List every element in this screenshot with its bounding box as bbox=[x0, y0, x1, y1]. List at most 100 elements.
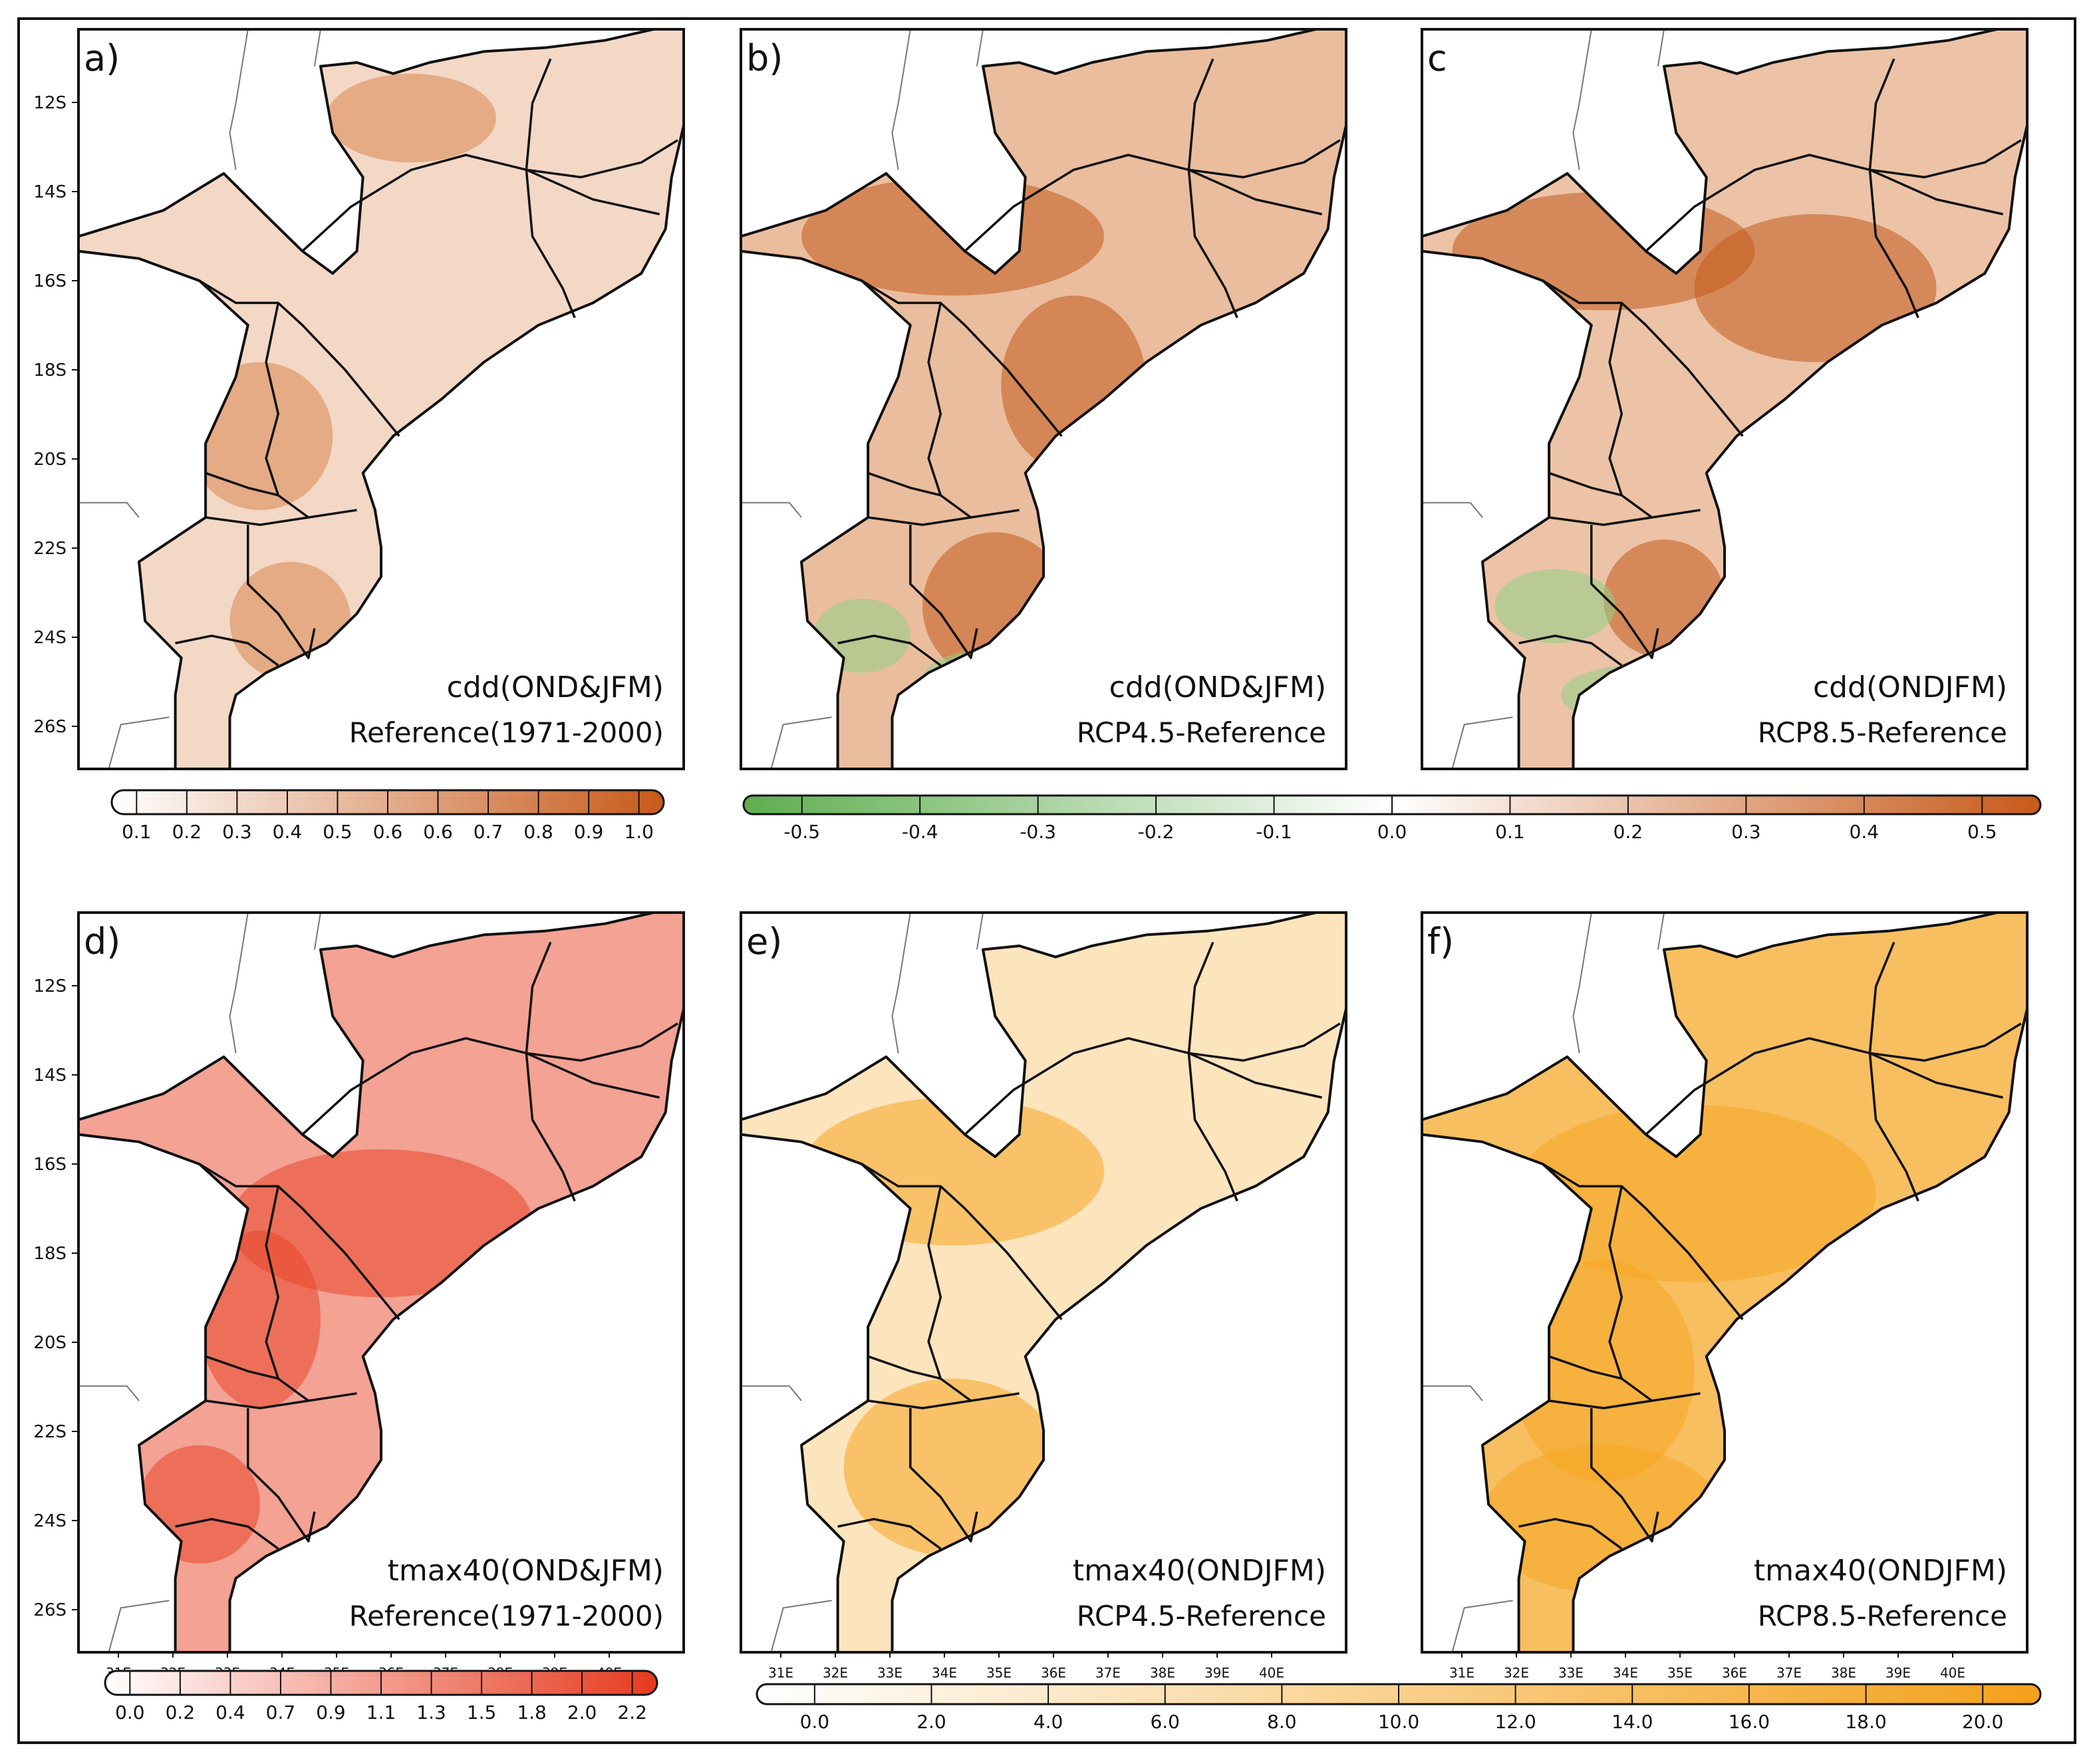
colorbar-tick-label: 0.7 bbox=[266, 1701, 296, 1723]
colorbar-tick-label: 1.8 bbox=[517, 1701, 547, 1723]
colorbar-tick-label: 0.1 bbox=[1495, 821, 1525, 843]
province-border bbox=[1869, 1052, 2003, 1099]
lat-label: 18S bbox=[33, 1244, 67, 1264]
field-blob bbox=[1512, 1260, 1695, 1483]
colorbar-tick-label: 8.0 bbox=[1267, 1711, 1297, 1733]
field-blob bbox=[1512, 1105, 1876, 1283]
colorbar-cb1: 0.1 0.2 0.3 0.4 0.5 0.6 0.6 0.7 0.8 0.9 1.0 bbox=[110, 789, 665, 843]
panel-border bbox=[1421, 28, 2029, 770]
panel-title: cdd(OND&JFM) bbox=[1109, 670, 1326, 704]
panel-border bbox=[1421, 911, 2029, 1654]
neighbor-border bbox=[1422, 1385, 1483, 1401]
province-border bbox=[867, 1399, 972, 1409]
lon-label: 35E bbox=[986, 1665, 1012, 1681]
country-border bbox=[741, 913, 1346, 1652]
panel-letter: d) bbox=[84, 921, 120, 962]
panel-border bbox=[740, 28, 1347, 770]
panel-content bbox=[1422, 29, 2027, 769]
field-blob bbox=[229, 1149, 533, 1298]
neighbor-border bbox=[1657, 913, 1665, 950]
colorbar-tick-label: 2.2 bbox=[617, 1701, 647, 1723]
province-border bbox=[1518, 635, 1623, 666]
colorbar-tick-label: 2.0 bbox=[916, 1711, 946, 1733]
province-border bbox=[1548, 516, 1653, 526]
province-border bbox=[1548, 472, 1622, 497]
colorbar-tick-label: 0.2 bbox=[166, 1701, 196, 1723]
colorbar-tick-label: 16.0 bbox=[1729, 1711, 1770, 1733]
panel-background bbox=[741, 913, 1346, 1652]
neighbor-border bbox=[1572, 29, 1592, 170]
country-border bbox=[1422, 29, 2027, 769]
province-border bbox=[175, 635, 279, 666]
panel-border bbox=[77, 28, 685, 770]
field-blob bbox=[327, 73, 496, 163]
province-border bbox=[1187, 170, 1238, 319]
lon-label: 33E bbox=[877, 1665, 903, 1681]
lon-label: 37E bbox=[1776, 1665, 1802, 1681]
lon-label: 34E bbox=[932, 1665, 957, 1681]
province-border bbox=[1590, 525, 1659, 659]
lon-label: 39E bbox=[1886, 1665, 1911, 1681]
colorbar-tick-label: 0.0 bbox=[800, 1711, 830, 1733]
lon-label: 36E bbox=[1722, 1665, 1747, 1681]
neighbor-border bbox=[741, 1385, 802, 1401]
neighbor-border bbox=[741, 502, 802, 518]
panel-subtitle: RCP4.5-Reference bbox=[1077, 716, 1326, 749]
province-border bbox=[1548, 1355, 1622, 1380]
lon-label: 32E bbox=[1504, 1665, 1529, 1681]
province-border bbox=[1548, 1399, 1653, 1409]
colorbar-tick-label: 4.0 bbox=[1034, 1711, 1063, 1733]
panel-title: cdd(OND&JFM) bbox=[447, 670, 664, 704]
lat-label: 14S bbox=[33, 1066, 67, 1086]
province-border bbox=[861, 1163, 1063, 1320]
neighbor-border bbox=[78, 502, 140, 518]
province-border bbox=[909, 525, 978, 659]
province-border bbox=[1868, 1053, 1919, 1202]
neighbor-border bbox=[313, 913, 321, 950]
colorbar-tick-label: -0.5 bbox=[783, 821, 820, 843]
colorbar-cb4: 0.0 2.0 4.0 6.0 8.0 10.0 12.0 14.0 16.0 18.0 20.0 bbox=[756, 1683, 2042, 1733]
neighbor-border bbox=[976, 29, 984, 67]
province-border bbox=[205, 1355, 279, 1380]
province-border bbox=[525, 170, 576, 319]
province-border bbox=[525, 1052, 660, 1099]
neighbor-border bbox=[1451, 716, 1513, 769]
lat-label: 26S bbox=[33, 717, 67, 737]
colorbar-tick-label: 0.4 bbox=[1850, 821, 1880, 843]
colorbar-tick-label: 1.1 bbox=[366, 1701, 396, 1723]
colorbar-tick-label: 10.0 bbox=[1378, 1711, 1419, 1733]
colorbar-tick-label: -0.2 bbox=[1138, 821, 1175, 843]
lat-label: 24S bbox=[33, 1511, 67, 1531]
province-border bbox=[861, 279, 1063, 437]
map-panel: f) tmax40(ONDJFM) RCP8.5-Reference 31E 32E 33… bbox=[1421, 911, 2029, 1681]
panel-letter: b) bbox=[746, 37, 783, 79]
province-border bbox=[1518, 1518, 1623, 1550]
province-border bbox=[1868, 941, 1895, 1054]
panel-letter: a) bbox=[84, 37, 120, 79]
panel-subtitle: RCP8.5-Reference bbox=[1758, 716, 2007, 749]
province-border bbox=[175, 1518, 279, 1550]
colorbar-tick-label: 0.8 bbox=[523, 821, 553, 843]
province-border bbox=[525, 1053, 576, 1202]
province-border bbox=[205, 1399, 309, 1409]
neighbor-border bbox=[976, 913, 984, 950]
colorbar-tick-label: 20.0 bbox=[1962, 1711, 2003, 1733]
province-border bbox=[1188, 1052, 1322, 1099]
figure-frame bbox=[17, 17, 2076, 1744]
colorbar-tick-label: 0.9 bbox=[316, 1701, 346, 1723]
neighbor-border bbox=[1657, 29, 1665, 67]
colorbar-tick-label: 0.0 bbox=[1377, 821, 1407, 843]
colorbar-tick-label: -0.3 bbox=[1020, 821, 1056, 843]
panel-content bbox=[1422, 913, 2027, 1652]
panel-border bbox=[77, 911, 685, 1654]
country-border bbox=[78, 29, 684, 769]
lon-label: 31E bbox=[1449, 1665, 1474, 1681]
neighbor-border bbox=[891, 29, 911, 170]
neighbor-border bbox=[1422, 502, 1483, 518]
lon-label: 31E bbox=[768, 1665, 793, 1681]
lon-label: 36E bbox=[1041, 1665, 1066, 1681]
neighbor-border bbox=[891, 913, 911, 1054]
neighbor-border bbox=[770, 1600, 832, 1652]
province-border bbox=[199, 1163, 400, 1320]
